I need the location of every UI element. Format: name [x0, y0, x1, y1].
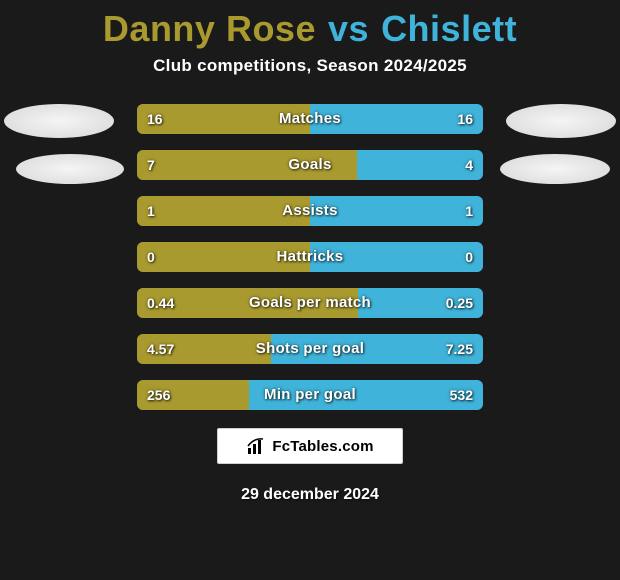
- stat-row: 4.577.25Shots per goal: [137, 334, 483, 364]
- fctables-badge[interactable]: FcTables.com: [217, 428, 403, 464]
- stat-label: Shots per goal: [137, 334, 483, 364]
- player1-photo-placeholder: [4, 104, 114, 138]
- snapshot-date: 29 december 2024: [0, 486, 620, 504]
- stat-label: Assists: [137, 196, 483, 226]
- stat-row: 256532Min per goal: [137, 380, 483, 410]
- stat-rows: 1616Matches 74Goals 11Assists 00Hattricks 0.…: [137, 104, 483, 410]
- stat-row: 00Hattricks: [137, 242, 483, 272]
- stat-label: Min per goal: [137, 380, 483, 410]
- stat-label: Matches: [137, 104, 483, 134]
- player1-photo-placeholder-2: [16, 154, 124, 184]
- comparison-chart: 1616Matches 74Goals 11Assists 00Hattricks 0.…: [0, 104, 620, 410]
- stat-row: 1616Matches: [137, 104, 483, 134]
- fctables-label: FcTables.com: [272, 438, 373, 455]
- vs-separator: vs: [328, 8, 369, 49]
- chart-bars-icon: [246, 436, 266, 456]
- stat-row: 74Goals: [137, 150, 483, 180]
- player2-photo-placeholder: [506, 104, 616, 138]
- subtitle: Club competitions, Season 2024/2025: [0, 56, 620, 76]
- comparison-title: Danny Rose vs Chislett: [0, 0, 620, 56]
- player1-name: Danny Rose: [103, 8, 316, 49]
- stat-row: 11Assists: [137, 196, 483, 226]
- stat-row: 0.440.25Goals per match: [137, 288, 483, 318]
- stat-label: Goals per match: [137, 288, 483, 318]
- stat-label: Hattricks: [137, 242, 483, 272]
- player2-photo-placeholder-2: [500, 154, 610, 184]
- stat-label: Goals: [137, 150, 483, 180]
- player2-name: Chislett: [381, 8, 517, 49]
